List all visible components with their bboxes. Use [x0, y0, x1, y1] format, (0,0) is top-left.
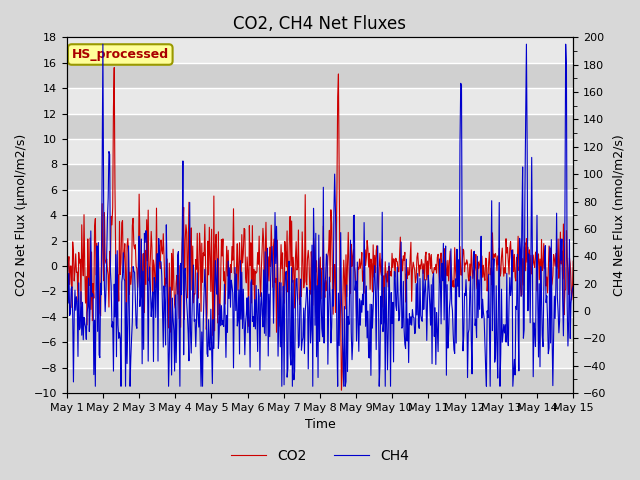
CH4 — [147, 285, 154, 290]
Bar — [67, 139, 573, 165]
CO2 — [229, 257, 237, 263]
Legend: CO2, CH4: CO2, CH4 — [225, 443, 415, 468]
CH4 — [491, 360, 499, 365]
Bar — [67, 37, 573, 63]
Bar — [67, 240, 573, 266]
Bar — [67, 114, 573, 139]
Line: CO2: CO2 — [67, 68, 573, 390]
Bar — [67, 165, 573, 190]
Y-axis label: CO2 Net Flux (μmol/m2/s): CO2 Net Flux (μmol/m2/s) — [15, 134, 28, 296]
Bar — [67, 317, 573, 342]
CO2 — [77, 301, 85, 307]
Bar — [67, 342, 573, 368]
CH4 — [63, 312, 70, 318]
CO2 — [491, 254, 499, 260]
CO2 — [524, 259, 531, 265]
CH4 — [200, 319, 207, 325]
CO2 — [570, 258, 577, 264]
Y-axis label: CH4 Net Flux (nmol/m2/s): CH4 Net Flux (nmol/m2/s) — [612, 134, 625, 296]
CH4 — [524, 146, 531, 152]
CO2 — [198, 279, 206, 285]
Title: CO2, CH4 Net Fluxes: CO2, CH4 Net Fluxes — [234, 15, 406, 33]
CH4 — [570, 283, 577, 289]
CH4 — [77, 289, 85, 295]
CO2 — [63, 225, 70, 230]
CO2 — [146, 273, 154, 278]
Bar — [67, 88, 573, 114]
Bar — [67, 368, 573, 393]
Bar — [67, 215, 573, 240]
Text: HS_processed: HS_processed — [72, 48, 169, 61]
Line: CH4: CH4 — [67, 44, 573, 386]
X-axis label: Time: Time — [305, 419, 335, 432]
Bar — [67, 266, 573, 291]
CO2 — [338, 387, 346, 393]
Bar — [67, 291, 573, 317]
CH4 — [99, 41, 107, 47]
CH4 — [230, 365, 237, 371]
CO2 — [110, 65, 118, 71]
Bar — [67, 190, 573, 215]
Bar — [67, 63, 573, 88]
CH4 — [92, 384, 99, 389]
